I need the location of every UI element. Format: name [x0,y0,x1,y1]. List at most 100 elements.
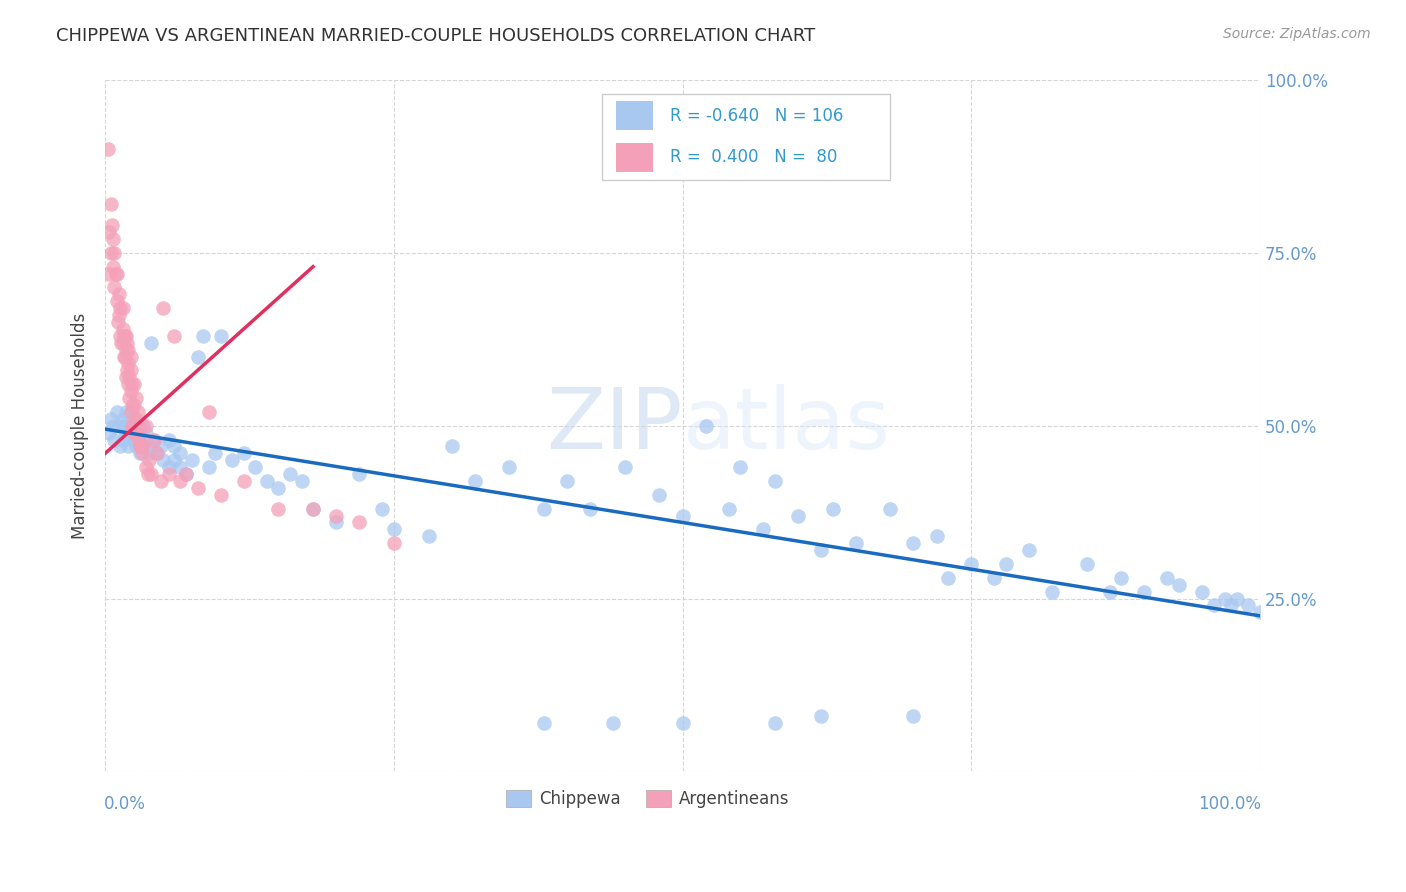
Point [163,439,186,453]
Point [1018,543,1040,558]
Legend: Chippewa, Argentineans: Chippewa, Argentineans [499,783,796,815]
Point [146,446,169,460]
Point [157,467,180,481]
Point [204,446,226,460]
Point [903,536,925,550]
Point [903,709,925,723]
Point [169,474,191,488]
Point [97,225,120,239]
Point [245,460,267,475]
Point [127,425,149,440]
Point [152,453,174,467]
Point [120,425,142,440]
Point [120,350,142,364]
Point [325,516,347,530]
Point [533,501,555,516]
Point [187,481,209,495]
Point [879,501,901,516]
Point [121,418,143,433]
Point [1191,584,1213,599]
Point [112,328,135,343]
Point [290,474,312,488]
Point [763,716,786,731]
Point [925,529,948,543]
Point [555,474,578,488]
Point [193,328,215,343]
Point [117,377,139,392]
Point [122,418,145,433]
Point [115,363,138,377]
Point [152,301,174,315]
Point [232,474,254,488]
Point [498,460,520,475]
FancyBboxPatch shape [616,143,652,171]
Point [302,501,325,516]
Point [118,391,141,405]
Point [163,328,186,343]
Point [122,398,145,412]
Point [115,405,138,419]
Point [994,557,1017,571]
Point [110,328,132,343]
Point [232,446,254,460]
Point [131,439,153,453]
Point [114,350,136,364]
Point [132,439,155,453]
Point [120,363,142,377]
Point [810,543,832,558]
Y-axis label: Married-couple Households: Married-couple Households [72,312,89,539]
Point [96,142,118,156]
Point [108,308,131,322]
Point [100,411,122,425]
Point [671,508,693,523]
Point [97,267,120,281]
Point [103,260,125,274]
Point [695,418,717,433]
Point [122,411,145,425]
Point [115,343,138,357]
Point [97,425,120,440]
Point [936,571,959,585]
Point [149,474,172,488]
Point [100,245,122,260]
Point [810,709,832,723]
Point [127,405,149,419]
Point [111,335,134,350]
Point [111,322,134,336]
Text: Source: ZipAtlas.com: Source: ZipAtlas.com [1223,27,1371,41]
Point [117,356,139,370]
Text: 100.0%: 100.0% [1198,796,1261,814]
Point [1076,557,1098,571]
Point [209,328,232,343]
Point [138,446,160,460]
Point [1213,591,1236,606]
Point [1220,599,1243,613]
Point [221,453,243,467]
Point [267,501,290,516]
Point [124,425,146,440]
Point [349,516,371,530]
Text: atlas: atlas [682,384,890,467]
Point [117,343,139,357]
Point [278,467,301,481]
Point [983,571,1005,585]
Point [117,439,139,453]
FancyBboxPatch shape [616,101,652,130]
Point [121,418,143,433]
Point [128,433,150,447]
Point [180,453,202,467]
Point [103,245,125,260]
Point [132,418,155,433]
Point [110,301,132,315]
Point [111,433,134,447]
Text: R =  0.400   N =  80: R = 0.400 N = 80 [669,148,837,166]
Point [730,460,752,475]
Point [108,418,131,433]
Point [105,294,128,309]
Point [142,433,165,447]
Point [131,446,153,460]
Point [121,377,143,392]
Point [382,522,405,536]
Point [103,232,125,246]
Point [128,446,150,460]
